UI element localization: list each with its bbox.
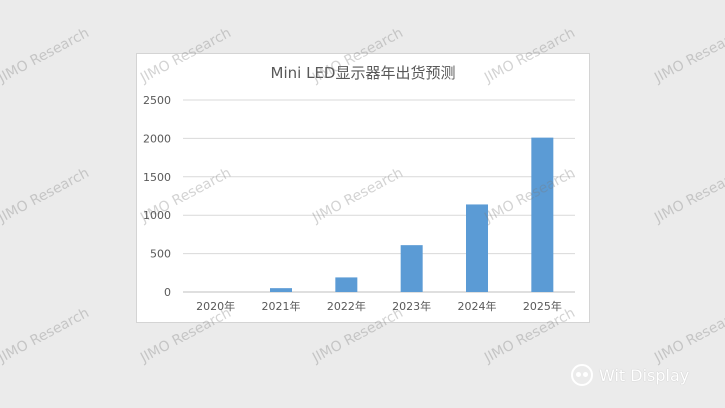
watermark-text: JIMO Research — [0, 305, 92, 367]
watermark-text: JIMO Research — [652, 25, 725, 87]
y-tick-label: 2500 — [143, 94, 171, 107]
watermark-text: JIMO Research — [652, 305, 725, 367]
wechat-icon — [571, 364, 593, 386]
bar — [335, 277, 358, 292]
x-tick-label: 2022年 — [327, 299, 366, 313]
y-tick-label: 500 — [150, 248, 171, 261]
x-tick-label: 2023年 — [392, 299, 431, 313]
y-tick-label: 0 — [164, 286, 171, 299]
brand-name: Wit Display — [599, 365, 690, 385]
watermark-text: JIMO Research — [652, 165, 725, 227]
x-tick-label: 2021年 — [262, 299, 301, 313]
chart-title: Mini LED显示器年出货预测 — [270, 64, 456, 82]
y-tick-label: 2000 — [143, 132, 171, 145]
bar — [270, 288, 292, 292]
brand-logo: Wit Display — [571, 364, 689, 386]
x-tick-label: 2024年 — [458, 299, 497, 313]
watermark-text: JIMO Research — [0, 165, 92, 227]
bar — [466, 204, 488, 292]
y-tick-label: 1500 — [143, 171, 171, 184]
chart-card: Mini LED显示器年出货预测 0 500 1000 1500 2000 2500 202… — [136, 53, 590, 323]
x-tick-label: 2020年 — [196, 299, 235, 313]
bar — [531, 137, 554, 292]
watermark-text: JIMO Research — [0, 25, 92, 87]
bar-chart: 0 500 1000 1500 2000 2500 2020年 2021年 2022年 2023年… — [143, 94, 575, 313]
bar — [400, 245, 423, 292]
y-tick-label: 1000 — [143, 209, 171, 222]
x-tick-label: 2025年 — [523, 299, 562, 313]
